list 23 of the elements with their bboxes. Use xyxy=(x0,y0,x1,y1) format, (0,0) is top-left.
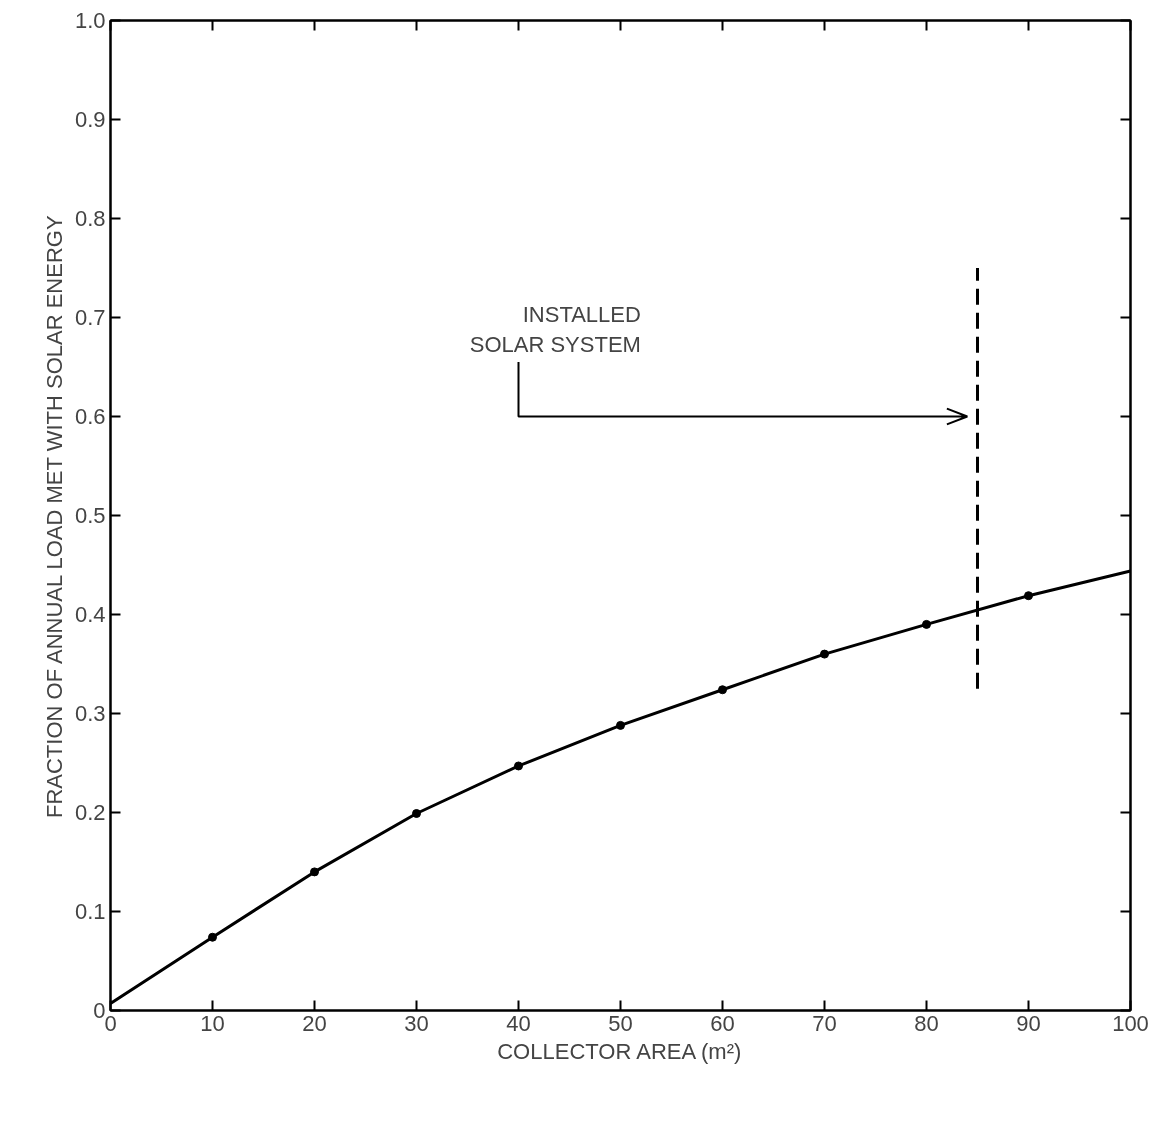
y-tick-label: 0.5 xyxy=(74,503,106,528)
x-tick-label: 10 xyxy=(200,1010,225,1036)
x-tick-label: 70 xyxy=(812,1010,837,1036)
y-tick-label: 0.9 xyxy=(74,107,106,132)
y-tick-label: 0.4 xyxy=(74,602,106,627)
y-tick-label: 0.2 xyxy=(74,800,106,825)
x-tick-label: 30 xyxy=(404,1010,429,1036)
y-tick-label: 0.3 xyxy=(74,701,106,726)
x-tick-label: 20 xyxy=(302,1010,327,1036)
x-tick-label: 50 xyxy=(608,1010,633,1036)
x-axis-title: COLLECTOR AREA (m²) xyxy=(497,1038,742,1064)
y-tick-label: 0.1 xyxy=(74,899,106,924)
x-tick-label: 80 xyxy=(914,1010,939,1036)
x-tick-label: 100 xyxy=(1112,1010,1149,1036)
annotation: INSTALLED SOLAR SYSTEM xyxy=(469,302,641,358)
x-tick-label: 90 xyxy=(1016,1010,1041,1036)
y-tick-label: 1.0 xyxy=(74,8,106,33)
y-tick-label: 0.7 xyxy=(74,305,106,330)
x-tick-label: 60 xyxy=(710,1010,735,1036)
y-tick-label: 0.8 xyxy=(74,206,106,231)
x-tick-label: 40 xyxy=(506,1010,531,1036)
y-tick-label: 0.6 xyxy=(74,404,106,429)
y-axis-title: FRACTION OF ANNUAL LOAD MET WITH SOLAR ENERGY xyxy=(41,215,67,819)
